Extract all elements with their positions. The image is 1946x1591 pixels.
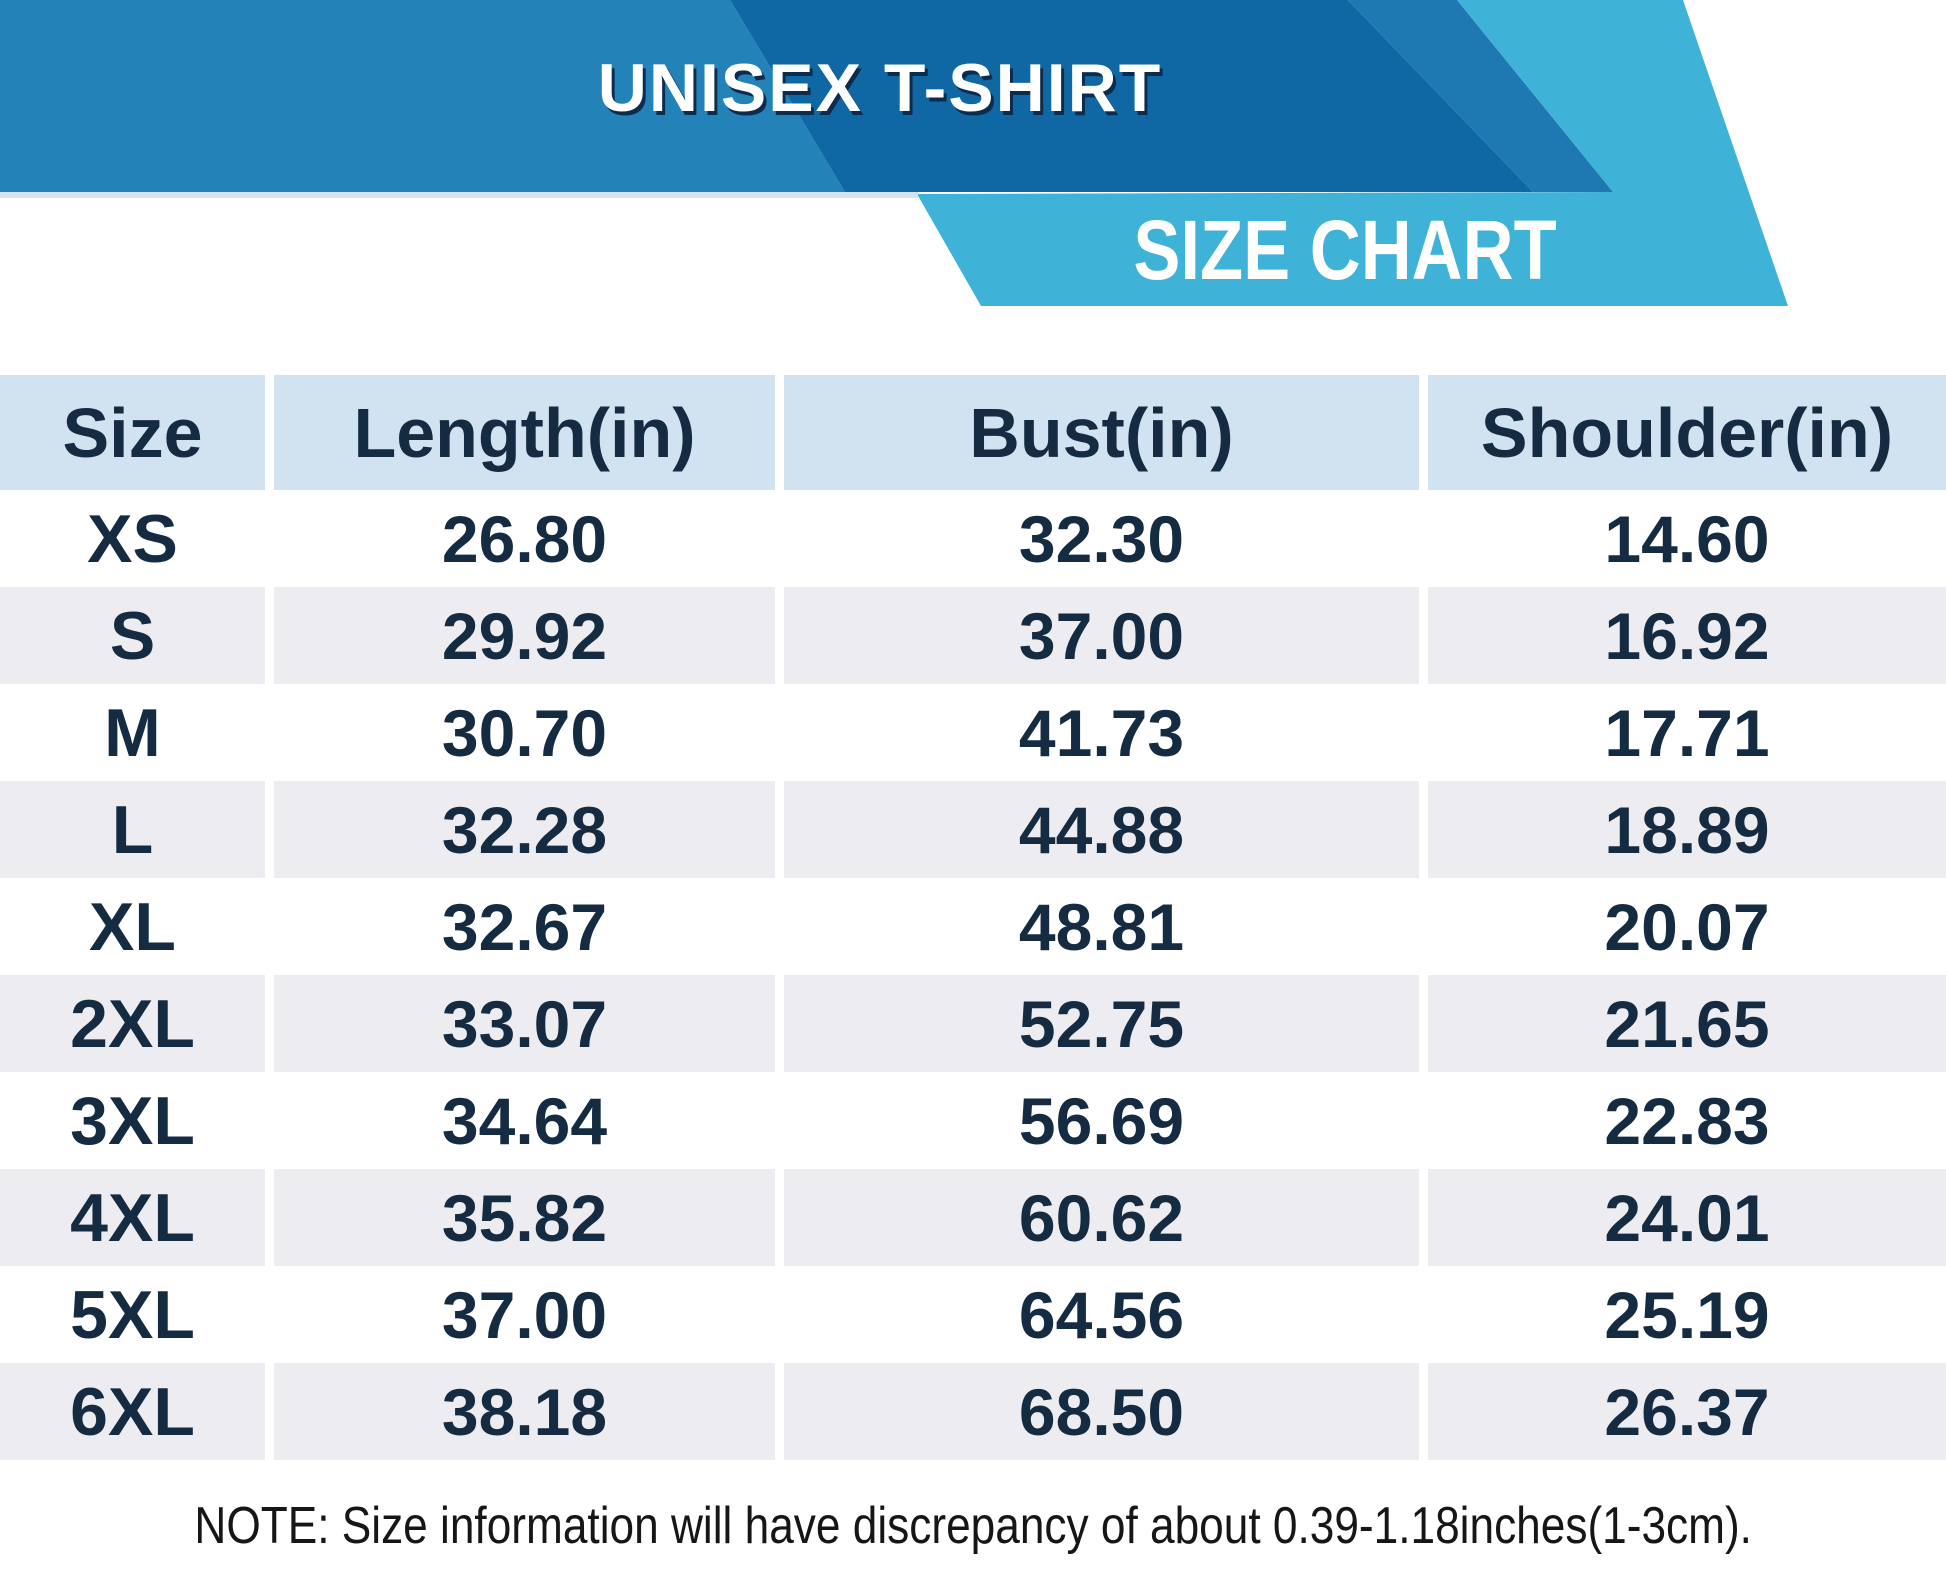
size-discrepancy-note: NOTE: Size information will have discrep… bbox=[0, 1460, 1946, 1591]
cell-s-length: 29.92 bbox=[274, 587, 775, 684]
row-label-3xl: 3XL bbox=[70, 1082, 195, 1159]
size-discrepancy-note-text: NOTE: Size information will have discrep… bbox=[194, 1496, 1752, 1555]
cell-2xl-shoulder: 21.65 bbox=[1428, 975, 1946, 1072]
size-table: Size Length(in) Bust(in) Shoulder(in) XS… bbox=[0, 375, 1946, 1460]
cell-6xl-bust: 68.50 bbox=[784, 1363, 1419, 1460]
cell-m-bust: 41.73 bbox=[1018, 695, 1185, 770]
cell-m-length: 30.70 bbox=[441, 695, 608, 770]
row-label-m: M bbox=[104, 694, 161, 771]
row-label-5xl: 5XL bbox=[70, 1276, 195, 1353]
cell-6xl-shoulder: 26.37 bbox=[1428, 1363, 1946, 1460]
cell-5xl-length: 37.00 bbox=[441, 1277, 608, 1352]
cell-2xl-bust: 52.75 bbox=[784, 975, 1419, 1072]
column-header-length: Length(in) bbox=[274, 375, 775, 490]
cell-m-shoulder: 17.71 bbox=[1604, 695, 1770, 770]
cell-l-shoulder: 18.89 bbox=[1428, 781, 1946, 878]
cell-6xl-length: 38.18 bbox=[274, 1363, 775, 1460]
cell-3xl-shoulder: 22.83 bbox=[1604, 1083, 1770, 1158]
row-label-4xl: 4XL bbox=[0, 1169, 265, 1266]
cell-s-shoulder: 16.92 bbox=[1428, 587, 1946, 684]
column-header-size: Size bbox=[0, 375, 265, 490]
cell-xl-shoulder: 20.07 bbox=[1604, 889, 1770, 964]
page-title: UNISEX T-SHIRT bbox=[597, 50, 1163, 126]
cell-s-bust: 37.00 bbox=[784, 587, 1419, 684]
cell-xl-length: 32.67 bbox=[441, 889, 608, 964]
cell-4xl-length: 35.82 bbox=[274, 1169, 775, 1266]
row-label-xs: XS bbox=[87, 500, 178, 577]
cell-4xl-bust: 60.62 bbox=[784, 1169, 1419, 1266]
page-subtitle-text: SIZE CHART bbox=[1133, 202, 1557, 297]
cell-2xl-length: 33.07 bbox=[274, 975, 775, 1072]
cell-xl-bust: 48.81 bbox=[1018, 889, 1185, 964]
cell-xs-shoulder: 14.60 bbox=[1604, 501, 1770, 576]
cell-3xl-length: 34.64 bbox=[441, 1083, 608, 1158]
cell-3xl-bust: 56.69 bbox=[1018, 1083, 1185, 1158]
cell-l-bust: 44.88 bbox=[784, 781, 1419, 878]
cell-5xl-bust: 64.56 bbox=[1018, 1277, 1185, 1352]
row-label-2xl: 2XL bbox=[0, 975, 265, 1072]
cell-xs-length: 26.80 bbox=[441, 501, 608, 576]
cell-xs-bust: 32.30 bbox=[1018, 501, 1185, 576]
cell-4xl-shoulder: 24.01 bbox=[1428, 1169, 1946, 1266]
banner-bottom-edge-line bbox=[0, 192, 918, 198]
row-label-xl: XL bbox=[89, 888, 176, 965]
banner-shape-medium-blue bbox=[0, 0, 845, 192]
row-label-s: S bbox=[0, 587, 265, 684]
row-label-6xl: 6XL bbox=[0, 1363, 265, 1460]
cell-l-length: 32.28 bbox=[274, 781, 775, 878]
header-banner: UNISEX T-SHIRT SIZE CHART bbox=[0, 0, 1946, 312]
column-header-bust: Bust(in) bbox=[784, 375, 1419, 490]
column-header-shoulder: Shoulder(in) bbox=[1428, 375, 1946, 490]
page-subtitle: SIZE CHART bbox=[1035, 196, 1655, 304]
row-label-l: L bbox=[0, 781, 265, 878]
cell-5xl-shoulder: 25.19 bbox=[1604, 1277, 1770, 1352]
